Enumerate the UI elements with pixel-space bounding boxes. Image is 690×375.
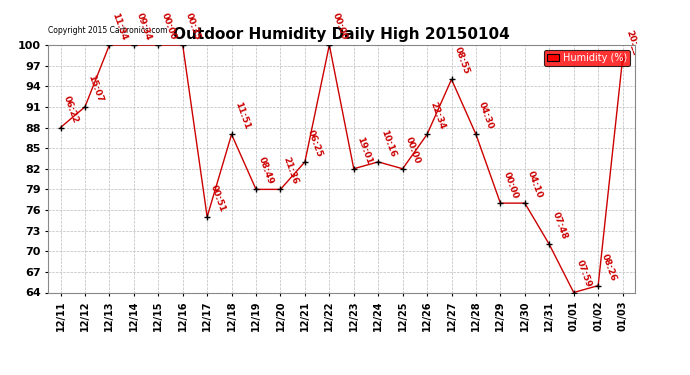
Text: 21:36: 21:36 — [282, 156, 300, 186]
Title: Outdoor Humidity Daily High 20150104: Outdoor Humidity Daily High 20150104 — [173, 27, 510, 42]
Text: 00:00: 00:00 — [404, 136, 422, 165]
Text: 11:51: 11:51 — [233, 101, 251, 131]
Text: 09:34: 09:34 — [135, 12, 153, 42]
Legend: Humidity (%): Humidity (%) — [544, 50, 630, 66]
Text: 06:25: 06:25 — [306, 129, 324, 158]
Text: 08:49: 08:49 — [257, 156, 275, 186]
Text: 08:26: 08:26 — [600, 252, 618, 282]
Text: 07:48: 07:48 — [551, 211, 569, 241]
Text: 04:30: 04:30 — [477, 101, 495, 131]
Text: 11:34: 11:34 — [110, 12, 129, 42]
Text: 15:07: 15:07 — [86, 74, 104, 104]
Text: 00:35: 00:35 — [184, 12, 202, 42]
Text: 06:22: 06:22 — [61, 94, 80, 124]
Text: Copyright 2015 Cartronics.com: Copyright 2015 Cartronics.com — [48, 26, 168, 35]
Text: 00:00: 00:00 — [159, 12, 177, 42]
Text: 00:51: 00:51 — [208, 184, 226, 213]
Text: 04:10: 04:10 — [526, 170, 544, 200]
Text: 19:01: 19:01 — [355, 135, 373, 165]
Text: 08:55: 08:55 — [453, 46, 471, 76]
Text: 00:00: 00:00 — [502, 170, 520, 200]
Text: 07:59: 07:59 — [575, 259, 593, 289]
Text: 00:00: 00:00 — [331, 12, 348, 42]
Text: 20:__: 20:__ — [624, 29, 641, 56]
Text: 10:16: 10:16 — [380, 129, 397, 158]
Text: 22:34: 22:34 — [428, 101, 446, 131]
